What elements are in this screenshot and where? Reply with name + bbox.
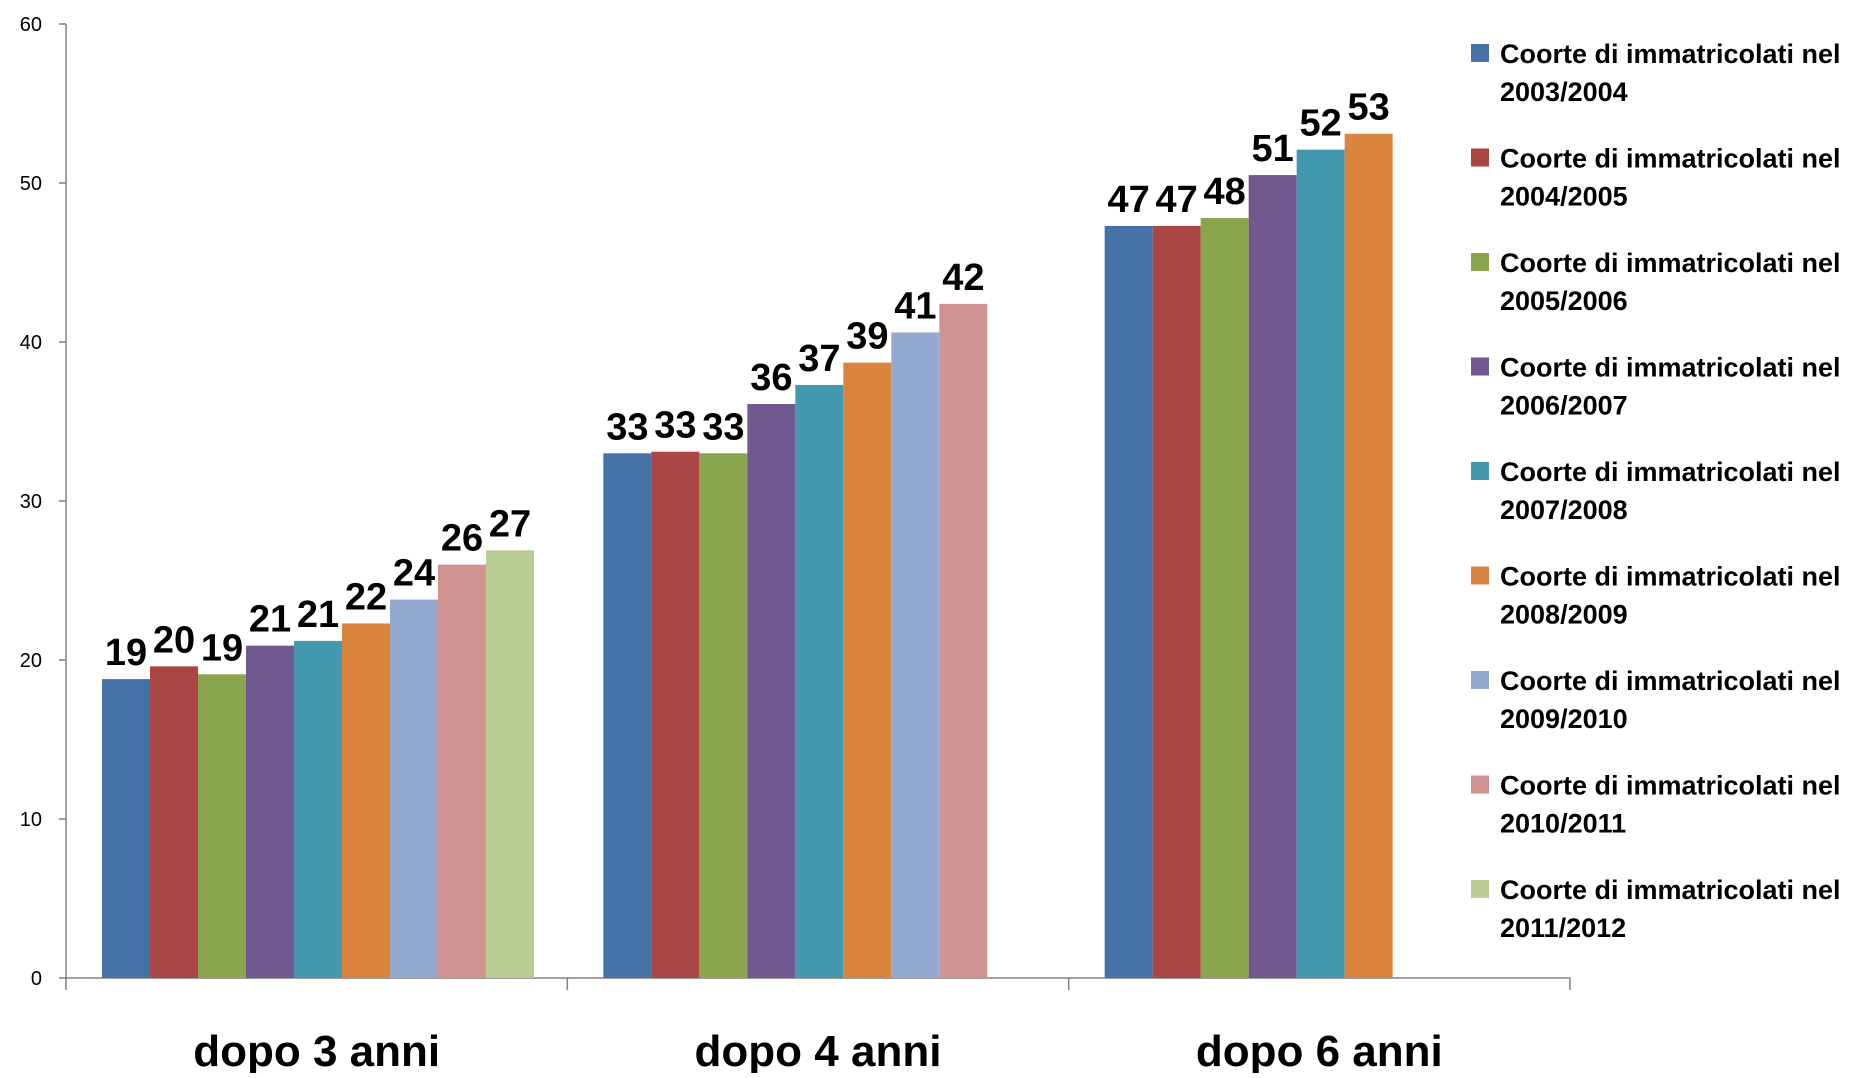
bar bbox=[747, 404, 796, 978]
legend-label: Coorte di immatricolati nel 2005/2006 bbox=[1500, 248, 1841, 316]
data-label: 53 bbox=[1348, 87, 1390, 129]
y-tick-label: 50 bbox=[20, 173, 42, 195]
bar bbox=[1248, 175, 1297, 979]
legend-label: Coorte di immatricolati nel 2008/2009 bbox=[1500, 562, 1841, 630]
y-tick-label: 40 bbox=[20, 332, 42, 354]
y-tick-label: 60 bbox=[20, 14, 42, 36]
data-label: 19 bbox=[105, 632, 147, 674]
bar bbox=[795, 384, 844, 978]
legend-swatch bbox=[1471, 462, 1489, 480]
legend-label: Coorte di immatricolati nel 2011/2012 bbox=[1500, 875, 1841, 943]
legend-swatch bbox=[1471, 880, 1489, 898]
data-label: 37 bbox=[798, 338, 840, 380]
legend-swatch bbox=[1471, 671, 1489, 689]
data-label: 41 bbox=[894, 285, 936, 327]
data-label: 22 bbox=[345, 576, 387, 618]
bar bbox=[1200, 217, 1249, 979]
bar bbox=[1344, 133, 1393, 978]
legend-label: Coorte di immatricolati nel 2003/2004 bbox=[1500, 39, 1841, 107]
bar bbox=[246, 645, 294, 978]
legend-swatch bbox=[1471, 253, 1489, 271]
bar bbox=[939, 303, 988, 979]
data-label: 26 bbox=[441, 518, 483, 560]
x-category-label: dopo 3 anni bbox=[193, 1027, 440, 1073]
legend-label: Coorte di immatricolati nel 2006/2007 bbox=[1500, 353, 1841, 421]
data-label: 33 bbox=[654, 405, 696, 447]
data-label: 51 bbox=[1252, 128, 1294, 170]
legend-label: Coorte di immatricolati nel 2007/2008 bbox=[1500, 457, 1841, 525]
legend-swatch bbox=[1471, 566, 1489, 585]
data-label: 24 bbox=[393, 553, 435, 595]
bar bbox=[1296, 149, 1345, 979]
legend-label: Coorte di immatricolati nel 2004/2005 bbox=[1500, 144, 1841, 212]
data-label: 33 bbox=[606, 406, 648, 448]
legend-swatch bbox=[1471, 44, 1489, 62]
bar bbox=[1152, 225, 1201, 978]
y-tick-label: 0 bbox=[31, 968, 42, 990]
bar bbox=[198, 674, 246, 978]
data-label: 36 bbox=[750, 357, 792, 399]
bar bbox=[294, 640, 342, 978]
data-label: 21 bbox=[297, 594, 339, 636]
bar bbox=[1104, 225, 1153, 978]
bar bbox=[150, 666, 198, 978]
y-tick-label: 10 bbox=[20, 809, 42, 831]
data-label: 47 bbox=[1156, 179, 1198, 221]
y-tick-label: 30 bbox=[20, 491, 42, 513]
bar bbox=[651, 451, 700, 979]
bar bbox=[390, 599, 438, 978]
data-label: 48 bbox=[1204, 171, 1246, 213]
bar bbox=[486, 550, 534, 978]
bar bbox=[843, 362, 892, 978]
bar bbox=[603, 453, 652, 978]
data-label: 27 bbox=[489, 503, 531, 545]
data-label: 39 bbox=[846, 316, 888, 358]
x-category-label: dopo 6 anni bbox=[1196, 1027, 1443, 1073]
bar bbox=[438, 564, 486, 978]
data-label: 19 bbox=[201, 627, 243, 669]
bar bbox=[891, 332, 940, 979]
data-label: 20 bbox=[153, 619, 195, 661]
y-tick-label: 20 bbox=[20, 650, 42, 672]
data-label: 21 bbox=[249, 599, 291, 641]
bar bbox=[102, 679, 150, 978]
data-label: 47 bbox=[1108, 179, 1150, 221]
data-label: 33 bbox=[702, 406, 744, 448]
legend-swatch bbox=[1471, 357, 1489, 376]
legend-label: Coorte di immatricolati nel 2009/2010 bbox=[1500, 666, 1841, 734]
legend-swatch bbox=[1471, 148, 1489, 167]
data-label: 42 bbox=[942, 257, 984, 299]
legend-label: Coorte di immatricolati nel 2010/2011 bbox=[1500, 771, 1841, 839]
bar bbox=[342, 623, 390, 978]
x-category-label: dopo 4 anni bbox=[695, 1027, 942, 1073]
bar bbox=[699, 453, 748, 978]
data-label: 52 bbox=[1300, 103, 1342, 145]
legend-swatch bbox=[1471, 775, 1489, 794]
